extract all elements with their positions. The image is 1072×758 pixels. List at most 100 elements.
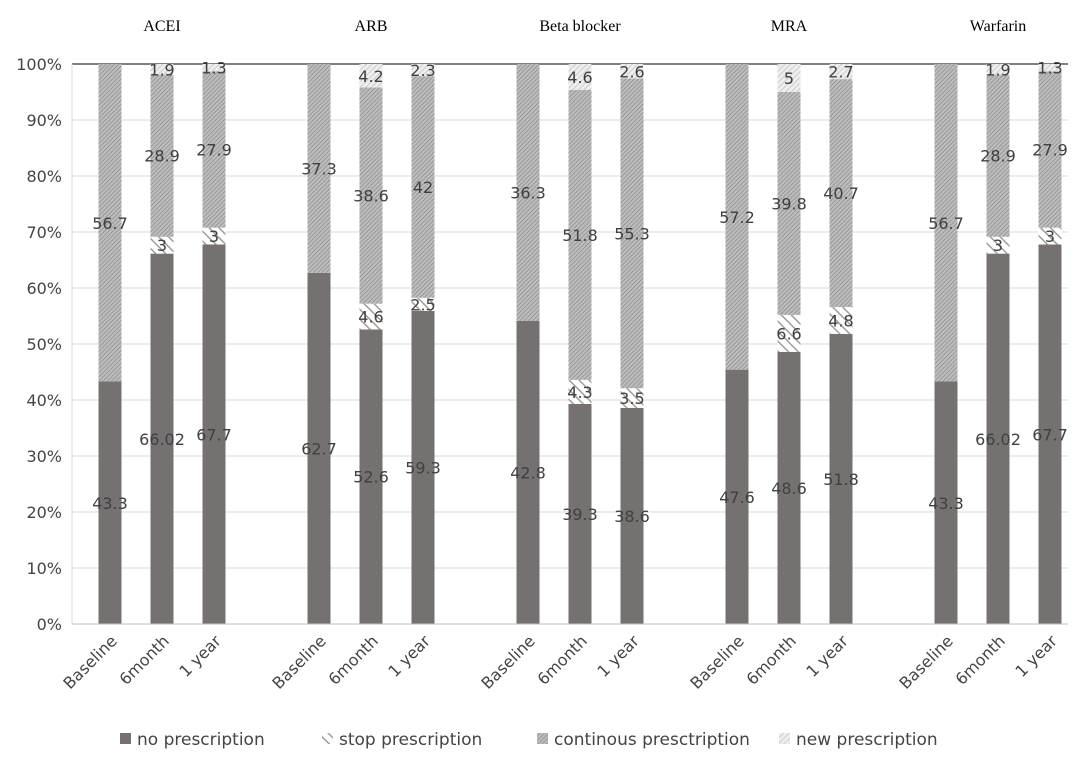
data-label-no: 67.7 bbox=[1032, 425, 1068, 444]
x-tick-label: 1 year bbox=[593, 631, 643, 681]
bar-segment-stop bbox=[1038, 227, 1062, 245]
bar-segment-cont bbox=[777, 92, 801, 315]
data-label-stop: 4.8 bbox=[828, 311, 853, 330]
data-label-no: 39.3 bbox=[562, 505, 598, 524]
data-label-cont: 27.9 bbox=[196, 140, 232, 159]
data-label-stop: 4.3 bbox=[567, 383, 592, 402]
data-label-stop: 3.5 bbox=[619, 389, 644, 408]
data-label-new: 2.7 bbox=[828, 63, 853, 82]
bar-segment-stop bbox=[202, 227, 226, 245]
x-tick-label: 6month bbox=[115, 631, 172, 688]
bar-segment-no bbox=[98, 381, 122, 624]
data-label-cont: 42 bbox=[413, 178, 433, 197]
bar-segment-stop bbox=[777, 314, 801, 352]
data-label-new: 4.2 bbox=[358, 67, 383, 86]
data-label-new: 5 bbox=[784, 69, 794, 88]
bar-segment-new bbox=[359, 64, 383, 88]
bar-segment-no bbox=[568, 403, 592, 624]
bar-segment-cont bbox=[359, 87, 383, 304]
data-label-no: 67.7 bbox=[196, 425, 232, 444]
data-label-cont: 55.3 bbox=[614, 224, 650, 243]
bar-segment-stop bbox=[568, 379, 592, 404]
data-label-cont: 37.3 bbox=[301, 159, 337, 178]
y-tick-label: 80% bbox=[26, 167, 62, 186]
bar-segment-no bbox=[411, 311, 435, 624]
data-label-stop: 3 bbox=[157, 236, 167, 255]
bar-segment-stop bbox=[359, 303, 383, 330]
data-label-cont: 57.2 bbox=[719, 208, 755, 227]
data-label-cont: 28.9 bbox=[980, 147, 1016, 166]
bar-segment-no bbox=[202, 244, 226, 625]
y-tick-label: 90% bbox=[26, 111, 62, 130]
bar-segment-cont bbox=[620, 78, 644, 389]
bar-segment-stop bbox=[620, 388, 644, 408]
bar-segment-no bbox=[307, 272, 331, 624]
legend-swatch-cont bbox=[537, 733, 548, 744]
data-label-cont: 27.9 bbox=[1032, 140, 1068, 159]
x-tick-label: Baseline bbox=[268, 631, 329, 692]
bar-segment-cont bbox=[202, 71, 226, 228]
data-label-cont: 28.9 bbox=[144, 147, 180, 166]
data-label-no: 62.7 bbox=[301, 439, 337, 458]
bar-segment-new bbox=[150, 64, 174, 75]
y-tick-label: 50% bbox=[26, 335, 62, 354]
bar-segment-no bbox=[829, 333, 853, 624]
legend-label-stop: stop prescription bbox=[339, 730, 482, 750]
data-label-new: 1.9 bbox=[149, 60, 174, 79]
bar-segment-new bbox=[411, 64, 435, 77]
bar-segment-stop bbox=[986, 236, 1010, 254]
group-title: ACEI bbox=[143, 18, 180, 35]
bar-segment-no bbox=[986, 253, 1010, 624]
data-label-cont: 56.7 bbox=[92, 214, 128, 233]
bar-segment-no bbox=[150, 253, 174, 624]
data-label-no: 66.02 bbox=[975, 430, 1021, 449]
bar-segment-no bbox=[359, 329, 383, 624]
bar-segment-new bbox=[568, 64, 592, 90]
bar-segment-cont bbox=[986, 74, 1010, 237]
bar-segment-new bbox=[777, 64, 801, 92]
bar-segment-cont bbox=[725, 64, 749, 370]
data-label-new: 4.6 bbox=[567, 68, 592, 87]
bar-segment-cont bbox=[1038, 71, 1062, 228]
legend-label-no: no prescription bbox=[137, 730, 265, 750]
bar-segment-no bbox=[516, 320, 540, 624]
bar-segment-new bbox=[202, 64, 226, 72]
data-label-stop: 3 bbox=[209, 227, 219, 246]
data-label-no: 43.3 bbox=[92, 494, 128, 513]
y-tick-label: 0% bbox=[37, 615, 62, 634]
data-label-no: 43.3 bbox=[928, 494, 964, 513]
data-label-stop: 3 bbox=[1045, 227, 1055, 246]
legend: no prescription stop prescription continou… bbox=[120, 730, 938, 750]
bar-segment-new bbox=[620, 64, 644, 79]
data-label-cont: 36.3 bbox=[510, 183, 546, 202]
bar-segment-new bbox=[986, 64, 1010, 75]
x-tick-label: 6month bbox=[951, 631, 1008, 688]
data-label-new: 2.3 bbox=[410, 61, 435, 80]
x-tick-label: Baseline bbox=[895, 631, 956, 692]
data-label-no: 42.8 bbox=[510, 463, 546, 482]
data-label-no: 51.8 bbox=[823, 470, 859, 489]
x-tick-label: Baseline bbox=[686, 631, 747, 692]
legend-swatch-no bbox=[120, 733, 131, 744]
bar-segment-no bbox=[725, 369, 749, 624]
y-tick-label: 100% bbox=[16, 55, 62, 74]
data-label-cont: 39.8 bbox=[771, 194, 807, 213]
bar-segment-cont bbox=[516, 64, 540, 321]
group-title: Beta blocker bbox=[539, 18, 621, 35]
data-label-no: 52.6 bbox=[353, 468, 389, 487]
bar-segment-stop bbox=[829, 307, 853, 334]
x-tick-label: Baseline bbox=[477, 631, 538, 692]
group-title: Warfarin bbox=[970, 18, 1026, 35]
group-title: ARB bbox=[355, 18, 388, 35]
bar-segment-no bbox=[934, 381, 958, 624]
x-tick-label: 1 year bbox=[384, 631, 434, 681]
bar-segment-cont bbox=[150, 74, 174, 237]
x-tick-label: Baseline bbox=[59, 631, 120, 692]
bar-segment-cont bbox=[829, 79, 853, 308]
bar-segment-no bbox=[1038, 244, 1062, 625]
data-label-stop: 4.6 bbox=[358, 308, 383, 327]
data-label-no: 59.3 bbox=[405, 459, 441, 478]
data-label-new: 1.3 bbox=[1037, 59, 1062, 78]
y-tick-label: 60% bbox=[26, 279, 62, 298]
